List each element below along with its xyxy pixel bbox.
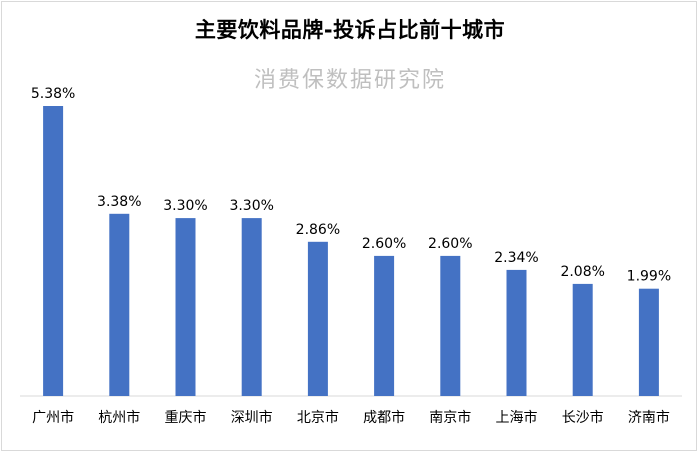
- value-label-6: 2.60%: [428, 236, 472, 252]
- value-label-4: 2.86%: [296, 222, 340, 238]
- bar-5: [374, 255, 395, 396]
- watermark-text: 消费保数据研究院: [253, 68, 446, 93]
- value-label-2: 3.30%: [163, 198, 207, 214]
- value-label-7: 2.34%: [494, 250, 538, 266]
- category-label-6: 南京市: [429, 409, 471, 426]
- category-label-1: 杭州市: [98, 409, 140, 426]
- bar-8: [572, 283, 593, 396]
- bars-group: 5.38% 广州市 3.38% 杭州市 3.30% 重庆市 3.30% 深圳市 2.86% 北京市…: [31, 86, 671, 426]
- value-label-9: 1.99%: [627, 269, 671, 285]
- category-label-9: 济南市: [628, 409, 670, 426]
- bar-2: [175, 218, 196, 396]
- value-label-5: 2.60%: [362, 236, 406, 252]
- value-label-3: 3.30%: [229, 198, 273, 214]
- bar-7: [506, 269, 527, 396]
- category-label-2: 重庆市: [165, 409, 207, 426]
- category-label-0: 广州市: [32, 409, 74, 426]
- bar-0: [43, 106, 64, 396]
- bar-6: [440, 255, 461, 396]
- category-label-7: 上海市: [496, 409, 538, 426]
- chart-title: 主要饮料品牌-投诉占比前十城市: [194, 18, 506, 42]
- bar-1: [109, 213, 130, 396]
- category-label-8: 长沙市: [562, 409, 604, 426]
- category-label-4: 北京市: [297, 409, 339, 426]
- bar-3: [241, 218, 262, 396]
- value-label-1: 3.38%: [97, 194, 141, 210]
- category-label-3: 深圳市: [231, 409, 273, 426]
- category-label-5: 成都市: [363, 409, 405, 426]
- bar-4: [307, 241, 328, 396]
- value-label-8: 2.08%: [560, 264, 604, 280]
- value-label-0: 5.38%: [31, 86, 75, 102]
- bar-9: [638, 288, 659, 396]
